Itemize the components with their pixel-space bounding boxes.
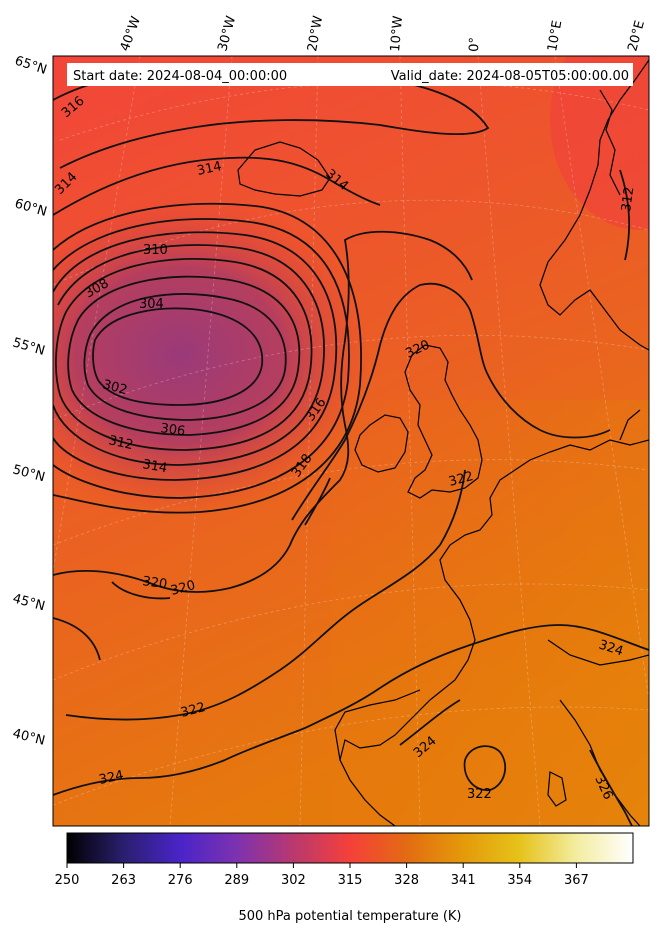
lon-label: 40°W — [118, 14, 144, 53]
contour-lines — [53, 66, 649, 826]
contour-label: 320 — [141, 574, 168, 592]
lat-label: 55°N — [11, 335, 47, 358]
contour-label: 302 — [101, 377, 129, 398]
contour-label: 322 — [447, 469, 475, 490]
map-frame — [52, 55, 650, 827]
contour-label: 324 — [597, 638, 625, 660]
contour-label: 322 — [179, 700, 207, 721]
lat-label: 50°N — [11, 462, 47, 485]
colorbar-ticks: 250 263 276 289 302 315 328 341 354 367 — [55, 863, 589, 888]
contour-label: 312 — [619, 186, 637, 213]
valid-date-label: Valid_date: 2024-08-05T05:00:00.00 — [391, 69, 629, 84]
lat-label: 45°N — [11, 591, 47, 614]
contour-label: 322 — [467, 787, 492, 802]
contour-label: 320 — [169, 578, 197, 599]
colorbar-tick-label: 302 — [281, 873, 306, 888]
lon-label: 30°W — [215, 14, 239, 53]
lat-label: 60°N — [13, 196, 49, 219]
colorbar-tick-label: 315 — [338, 873, 363, 888]
colorbar-tick-label: 250 — [55, 873, 80, 888]
colorbar-tick-label: 289 — [224, 873, 249, 888]
lat-label: 40°N — [11, 726, 46, 748]
lat-labels: 65°N 60°N 55°N 50°N 45°N 40°N — [11, 54, 49, 749]
graticule-lines — [53, 56, 649, 826]
lat-label: 65°N — [13, 54, 49, 78]
contour-label: 314 — [141, 457, 168, 476]
lon-label: 0° — [467, 37, 483, 52]
contour-label: 310 — [143, 243, 168, 258]
contour-label: 312 — [107, 433, 134, 453]
contour-label: 306 — [159, 421, 186, 439]
colorbar-gradient — [66, 832, 634, 864]
lon-label: 10°W — [388, 15, 406, 52]
lon-label: 20°E — [625, 19, 648, 53]
colorbar-tick-label: 367 — [564, 873, 589, 888]
colorbar-tick-label: 276 — [168, 873, 193, 888]
contour-label: 304 — [139, 297, 164, 312]
colorbar-title: 500 hPa potential temperature (K) — [238, 909, 461, 924]
contour-label: 324 — [98, 768, 125, 788]
colorbar-tick-label: 354 — [507, 873, 532, 888]
lon-labels: 40°W 30°W 20°W 10°W 0° 10°E 20°E — [118, 14, 648, 53]
temperature-field — [53, 56, 649, 826]
colorbar-tick-label: 328 — [394, 873, 419, 888]
lon-label: 20°W — [305, 15, 326, 53]
start-date-label: Start date: 2024-08-04_00:00:00 — [73, 69, 287, 84]
colorbar: 250 263 276 289 302 315 328 341 354 367 500 hPa p… — [55, 832, 634, 924]
colorbar-tick-label: 263 — [111, 873, 136, 888]
colorbar-tick-label: 341 — [451, 873, 476, 888]
contour-label: 314 — [196, 159, 223, 179]
header-box — [67, 63, 633, 86]
lon-label: 10°E — [545, 19, 565, 52]
